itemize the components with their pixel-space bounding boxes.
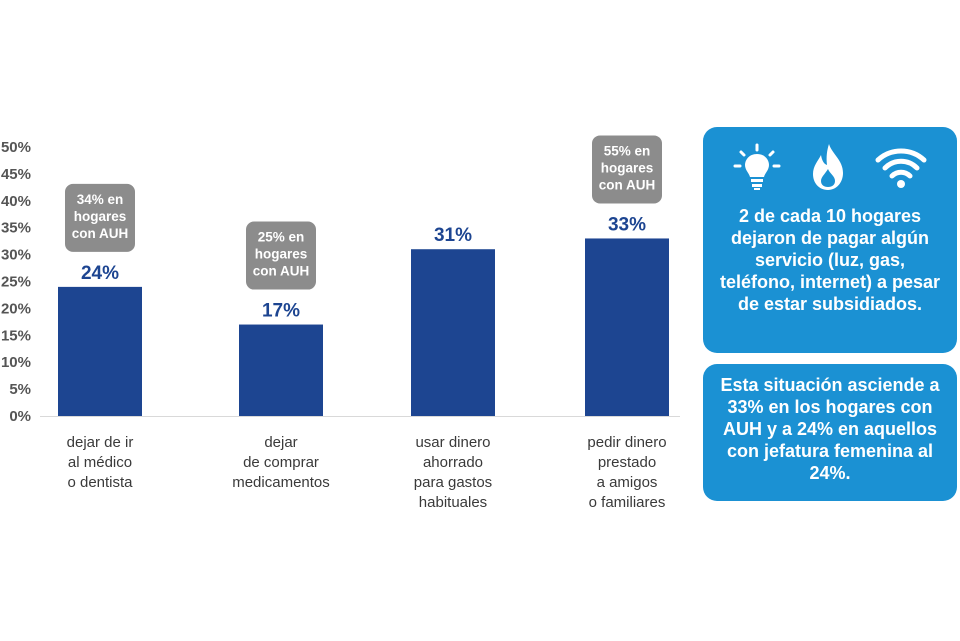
callout-box <box>592 135 662 204</box>
info-panel-services: 2 de cada 10 hogares dejaron de pagar al… <box>703 127 957 353</box>
bar-chart: 50% 45% 40% 35% 30% 25% 20% 15% 10% 5% 0% 24% 17% 31… <box>1 135 680 511</box>
bar-value-label: 17% <box>262 301 300 322</box>
y-tick-label: 30% <box>1 247 31 264</box>
bar-value-label: 24% <box>81 263 119 284</box>
bar-value-labels: 24% 17% 31% 33% <box>81 214 646 321</box>
y-tick-label: 5% <box>9 381 31 398</box>
y-tick-label: 25% <box>1 274 31 291</box>
callouts: 34% en hogares con AUH 25% en hogares con AUH… <box>65 135 662 290</box>
callout-box <box>246 221 316 290</box>
y-tick-label: 20% <box>1 300 31 317</box>
info-panel-auh: Esta situación asciende a 33% en los hog… <box>703 364 957 501</box>
y-tick-label: 45% <box>1 166 31 183</box>
bar <box>239 324 323 416</box>
y-axis-ticks: 50% 45% 40% 35% 30% 25% 20% 15% 10% 5% 0% <box>1 139 31 425</box>
y-tick-label: 35% <box>1 220 31 237</box>
category-label: dejar de ir al médico o dentista <box>67 434 134 491</box>
y-tick-label: 10% <box>1 354 31 371</box>
category-label: usar dinero ahorrado para gastos habituales <box>414 434 492 511</box>
category-label: pedir dinero prestado a amigos o familiares <box>587 434 666 511</box>
flame-icon <box>813 144 843 190</box>
callout-text: 34% en hogares con AUH <box>72 192 129 241</box>
callout-badge: 55% en hogares con AUH <box>592 135 662 204</box>
callout-badge: 25% en hogares con AUH <box>246 221 316 290</box>
callout-text: 25% en hogares con AUH <box>253 230 310 279</box>
y-tick-label: 15% <box>1 327 31 344</box>
panel-secondary-text: Esta situación asciende a 33% en los hog… <box>720 375 940 483</box>
category-labels: dejar de ir al médico o dentista dejar de co… <box>67 434 667 511</box>
bar <box>585 238 669 416</box>
y-tick-label: 50% <box>1 139 31 156</box>
callout-box <box>65 183 135 252</box>
bars <box>58 238 669 416</box>
bar-value-label: 33% <box>608 214 646 235</box>
category-label: dejar de comprar medicamentos <box>232 434 330 491</box>
y-tick-label: 40% <box>1 193 31 210</box>
service-icons <box>703 141 957 193</box>
lightbulb-icon <box>733 143 781 190</box>
callout-text: 55% en hogares con AUH <box>599 143 656 192</box>
bar-value-label: 31% <box>434 225 472 246</box>
bar <box>411 249 495 416</box>
callout-badge: 34% en hogares con AUH <box>65 183 135 252</box>
panel-main-text: 2 de cada 10 hogares dejaron de pagar al… <box>719 206 941 314</box>
wifi-icon <box>875 148 927 188</box>
y-tick-label: 0% <box>9 408 31 425</box>
bar <box>58 286 142 416</box>
